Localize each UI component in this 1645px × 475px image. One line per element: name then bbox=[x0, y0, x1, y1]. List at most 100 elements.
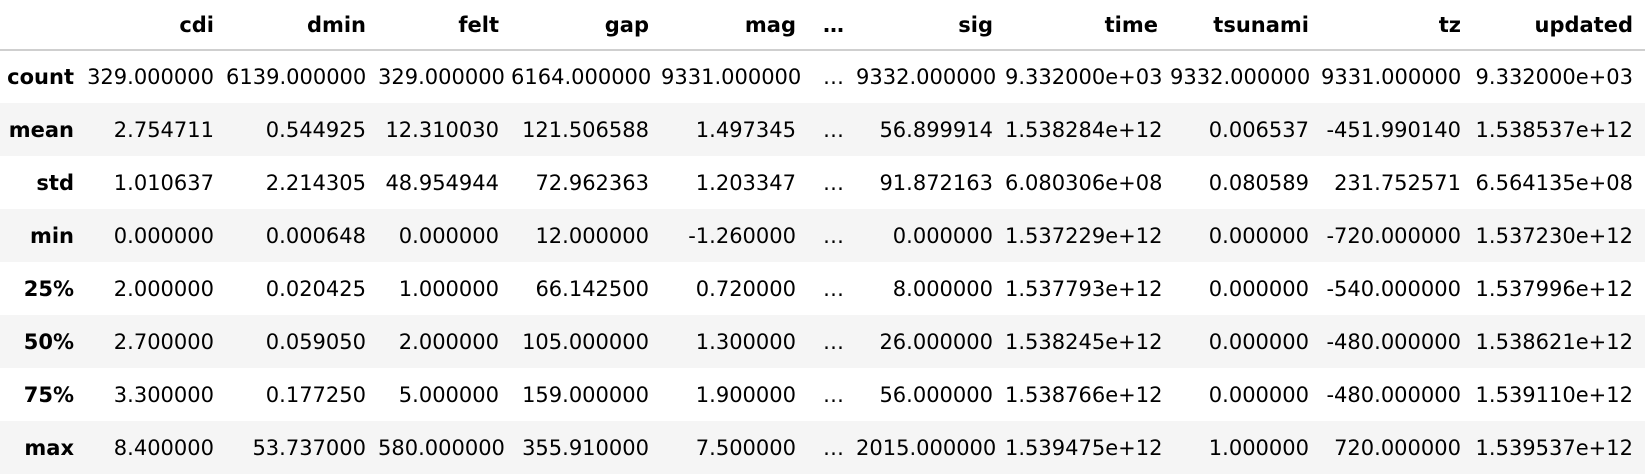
table-cell: 1.300000 bbox=[695, 329, 796, 354]
column-header-tz: tz bbox=[1321, 0, 1473, 51]
table-cell: 1.000000 bbox=[1208, 435, 1309, 460]
table-cell: 720.000000 bbox=[1334, 435, 1461, 460]
column-header-dmin: dmin bbox=[226, 0, 378, 51]
column-header-updated: updated bbox=[1473, 0, 1645, 51]
table-cell: 1.538284e+12 bbox=[1005, 117, 1163, 142]
table-cell: 12.310030 bbox=[385, 117, 499, 142]
table-cell: 355.910000 bbox=[522, 435, 649, 460]
ellipsis-cell: … bbox=[823, 435, 844, 460]
table-cell: 9332.000000 bbox=[1170, 65, 1311, 89]
table-row: min 0.000000 0.000648 0.000000 12.000000 -1.2… bbox=[0, 209, 1645, 262]
table-cell: 2015.000000 bbox=[856, 435, 997, 460]
table-cell: 1.537793e+12 bbox=[1005, 276, 1163, 301]
table-cell: 9332.000000 bbox=[856, 65, 997, 89]
table-cell: 0.000648 bbox=[265, 223, 366, 248]
row-label: std bbox=[36, 170, 74, 195]
table-cell: 329.000000 bbox=[87, 65, 214, 89]
table-cell: 72.962363 bbox=[535, 170, 649, 195]
table-cell: -540.000000 bbox=[1326, 276, 1461, 301]
table-cell: 12.000000 bbox=[535, 223, 649, 248]
table-cell: 1.537230e+12 bbox=[1475, 223, 1633, 248]
table-cell: 0.000000 bbox=[398, 223, 499, 248]
table-cell: 329.000000 bbox=[378, 65, 505, 89]
table-cell: 0.000000 bbox=[892, 223, 993, 248]
table-cell: 0.000000 bbox=[1208, 329, 1309, 354]
table-cell: 91.872163 bbox=[879, 170, 993, 195]
table-cell: 1.538621e+12 bbox=[1475, 329, 1633, 354]
column-header-ellipsis: … bbox=[808, 0, 856, 51]
table-cell: 1.538537e+12 bbox=[1475, 117, 1633, 142]
table-cell: 6139.000000 bbox=[226, 65, 367, 89]
row-label: mean bbox=[8, 117, 74, 142]
row-label: 25% bbox=[23, 276, 74, 301]
table-cell: 0.544925 bbox=[265, 117, 366, 142]
table-cell: 6.080306e+08 bbox=[1005, 170, 1163, 195]
ellipsis-cell: … bbox=[823, 170, 844, 195]
table-cell: 8.000000 bbox=[892, 276, 993, 301]
table-row: std 1.010637 2.214305 48.954944 72.962363 1.2… bbox=[0, 156, 1645, 209]
table-cell: 1.203347 bbox=[695, 170, 796, 195]
table-row: 75% 3.300000 0.177250 5.000000 159.000000 1.9… bbox=[0, 368, 1645, 421]
column-header-felt: felt bbox=[378, 0, 511, 51]
table-cell: 159.000000 bbox=[522, 382, 649, 407]
header-row: cdi dmin felt gap mag … sig time tsunami… bbox=[0, 0, 1645, 51]
column-header-tsunami: tsunami bbox=[1170, 0, 1321, 51]
table-cell: 9331.000000 bbox=[661, 65, 802, 89]
table-cell: 56.899914 bbox=[879, 117, 993, 142]
table-cell: 0.059050 bbox=[265, 329, 366, 354]
column-header-cdi: cdi bbox=[86, 0, 226, 51]
table-cell: 105.000000 bbox=[522, 329, 649, 354]
row-label: count bbox=[7, 65, 74, 89]
table-cell: 7.500000 bbox=[695, 435, 796, 460]
table-cell: -480.000000 bbox=[1326, 329, 1461, 354]
table-cell: 0.000000 bbox=[1208, 223, 1309, 248]
table-cell: 0.000000 bbox=[113, 223, 214, 248]
table-cell: 1.538245e+12 bbox=[1005, 329, 1163, 354]
table-cell: 0.006537 bbox=[1208, 117, 1309, 142]
table-cell: 0.177250 bbox=[265, 382, 366, 407]
table-cell: 121.506588 bbox=[522, 117, 649, 142]
table-cell: 1.537996e+12 bbox=[1475, 276, 1633, 301]
table-cell: 2.000000 bbox=[398, 329, 499, 354]
table-cell: 0.020425 bbox=[265, 276, 366, 301]
table-cell: 6.564135e+08 bbox=[1475, 170, 1633, 195]
table-cell: 0.720000 bbox=[695, 276, 796, 301]
ellipsis-cell: … bbox=[823, 65, 844, 89]
ellipsis-cell: … bbox=[823, 223, 844, 248]
table-cell: 48.954944 bbox=[385, 170, 499, 195]
table-cell: 1.539475e+12 bbox=[1005, 435, 1163, 460]
table-cell: 2.754711 bbox=[113, 117, 214, 142]
row-label: max bbox=[24, 435, 74, 460]
ellipsis-cell: … bbox=[823, 276, 844, 301]
table-cell: 5.000000 bbox=[398, 382, 499, 407]
table-cell: 3.300000 bbox=[113, 382, 214, 407]
table-cell: -1.260000 bbox=[688, 223, 796, 248]
table-cell: 231.752571 bbox=[1334, 170, 1461, 195]
table-cell: 2.214305 bbox=[265, 170, 366, 195]
row-label: 50% bbox=[23, 329, 74, 354]
table-cell: 9.332000e+03 bbox=[1005, 65, 1163, 89]
table-row: mean 2.754711 0.544925 12.310030 121.506588 1… bbox=[0, 103, 1645, 156]
row-label: min bbox=[29, 223, 74, 248]
table-cell: 1.900000 bbox=[695, 382, 796, 407]
table-cell: 2.700000 bbox=[113, 329, 214, 354]
table-row: 25% 2.000000 0.020425 1.000000 66.142500 0.72… bbox=[0, 262, 1645, 315]
table-cell: 0.000000 bbox=[1208, 382, 1309, 407]
table-cell: 66.142500 bbox=[535, 276, 649, 301]
table-row: 50% 2.700000 0.059050 2.000000 105.000000 1.3… bbox=[0, 315, 1645, 368]
table-cell: -720.000000 bbox=[1326, 223, 1461, 248]
table-cell: 9.332000e+03 bbox=[1475, 65, 1633, 89]
table-cell: 1.539537e+12 bbox=[1475, 435, 1633, 460]
table-row: count 329.000000 6139.000000 329.000000 6164… bbox=[0, 50, 1645, 103]
table-cell: 1.539110e+12 bbox=[1475, 382, 1633, 407]
column-header-sig: sig bbox=[856, 0, 1005, 51]
table-cell: 9331.000000 bbox=[1321, 65, 1462, 89]
table-cell: 1.537229e+12 bbox=[1005, 223, 1163, 248]
table-cell: -451.990140 bbox=[1326, 117, 1461, 142]
table-cell: 56.000000 bbox=[879, 382, 993, 407]
table-cell: 0.080589 bbox=[1208, 170, 1309, 195]
table-cell: 1.000000 bbox=[398, 276, 499, 301]
table-cell: 1.010637 bbox=[113, 170, 214, 195]
column-header-time: time bbox=[1005, 0, 1170, 51]
